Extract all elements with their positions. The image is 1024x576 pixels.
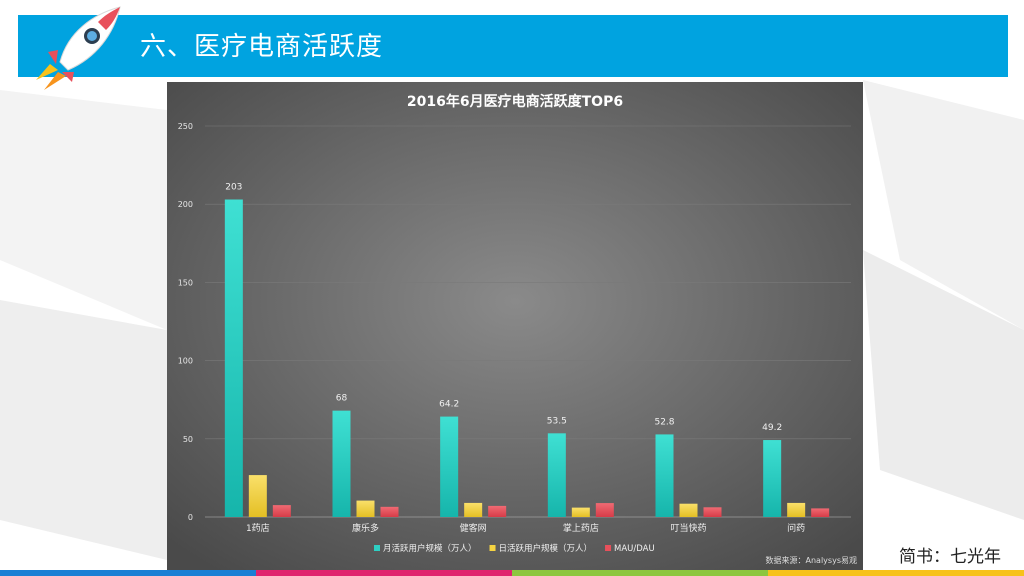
legend-swatch	[374, 545, 380, 551]
strip-segment	[512, 570, 768, 576]
chart-background	[167, 82, 863, 570]
header-bar	[18, 15, 1008, 77]
strip-segment	[768, 570, 1024, 576]
x-tick-label: 掌上药店	[563, 522, 599, 534]
chart-source: 数据来源：Analysys易观	[766, 555, 857, 565]
x-tick-label: 叮当快药	[670, 522, 706, 534]
bar-dau	[464, 502, 483, 517]
legend-swatch	[605, 545, 612, 551]
bar-mau	[763, 440, 782, 517]
y-tick-label: 0	[188, 513, 193, 522]
bar-mau	[224, 199, 243, 517]
y-tick-label: 50	[183, 435, 193, 444]
bar-ratio	[488, 505, 507, 517]
y-tick-label: 250	[178, 122, 193, 131]
strip-segment	[0, 570, 256, 576]
bar-mau	[332, 410, 351, 517]
bar-data-label: 53.5	[547, 416, 567, 426]
bar-dau	[356, 500, 375, 517]
legend-swatch	[489, 545, 496, 551]
bar-mau	[655, 434, 674, 517]
bar-data-label: 68	[336, 394, 348, 404]
bar-dau	[571, 507, 590, 517]
bar-dau	[679, 503, 698, 517]
x-tick-label: 康乐多	[352, 522, 379, 534]
bar-data-label: 52.8	[654, 417, 674, 427]
bar-chart: 2016年6月医疗电商活跃度TOP6 0 50 100 150 200 250 203 1药店…	[167, 82, 863, 570]
x-tick-label: 问药	[787, 522, 805, 534]
chart-container: 2016年6月医疗电商活跃度TOP6 0 50 100 150 200 250 203 1药店…	[167, 82, 863, 570]
bar-data-label: 203	[225, 183, 242, 193]
bar-ratio	[703, 507, 722, 517]
bar-mau	[547, 433, 566, 517]
page-title: 六、医疗电商活跃度	[140, 32, 384, 62]
bar-mau	[440, 416, 459, 517]
bar-ratio	[380, 506, 399, 517]
bar-data-label: 49.2	[762, 423, 782, 433]
bar-ratio	[811, 508, 830, 517]
rocket-icon	[36, 6, 121, 90]
y-tick-label: 100	[178, 357, 193, 366]
bar-ratio	[595, 503, 614, 517]
bar-dau	[248, 475, 267, 517]
attribution-text: 简书：七光年	[899, 547, 1001, 567]
x-tick-label: 1药店	[246, 522, 270, 534]
bar-dau	[787, 502, 806, 517]
strip-segment	[256, 570, 512, 576]
y-tick-label: 150	[178, 278, 193, 287]
bar-data-label: 64.2	[439, 400, 459, 410]
chart-title: 2016年6月医疗电商活跃度TOP6	[407, 93, 623, 110]
legend-label: MAU/DAU	[614, 544, 655, 554]
y-tick-label: 200	[178, 200, 193, 209]
x-tick-label: 健客网	[460, 522, 487, 534]
bottom-color-strip	[0, 570, 1024, 576]
bar-ratio	[272, 505, 291, 517]
legend-label: 月活跃用户规模（万人）	[383, 543, 477, 554]
legend-label: 日活跃用户规模（万人）	[499, 543, 593, 554]
